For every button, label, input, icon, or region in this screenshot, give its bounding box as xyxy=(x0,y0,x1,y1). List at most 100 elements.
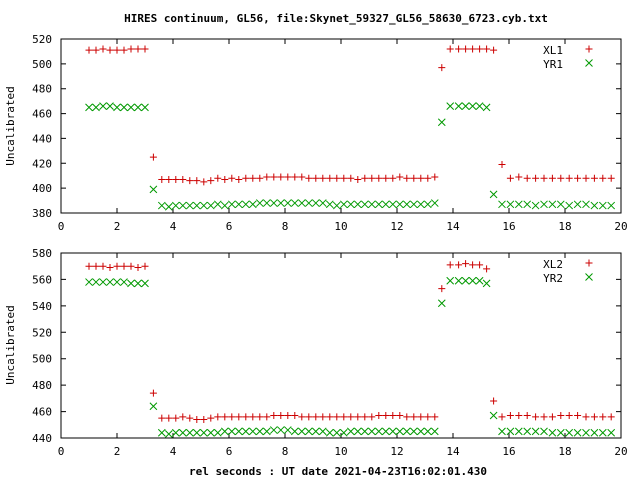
data-point-yr1 xyxy=(164,202,173,211)
data-point-xl2 xyxy=(158,414,166,422)
data-point-yr1 xyxy=(395,200,404,209)
data-point-xl1 xyxy=(92,46,100,54)
data-point-xl1 xyxy=(490,46,498,54)
data-point-yr2 xyxy=(248,427,257,436)
data-point-xl2 xyxy=(523,412,531,420)
data-point-xl2 xyxy=(193,416,201,423)
data-point-xl2 xyxy=(235,413,243,421)
data-point-xl1 xyxy=(165,175,173,183)
data-point-yr1 xyxy=(127,103,135,112)
x-tick-label: 8 xyxy=(282,445,289,458)
data-point-yr1 xyxy=(548,200,557,209)
data-point-yr1 xyxy=(325,200,334,209)
data-point-xl1 xyxy=(242,174,250,182)
data-point-xl2 xyxy=(319,413,327,421)
data-point-xl1 xyxy=(389,174,397,182)
data-point-yr1 xyxy=(85,103,93,112)
data-point-yr1 xyxy=(297,199,306,207)
data-point-yr1 xyxy=(446,102,455,110)
y-tick-label: 480 xyxy=(32,83,52,96)
data-point-xl2 xyxy=(127,262,135,270)
data-point-xl1 xyxy=(340,174,348,182)
data-point-xl1 xyxy=(228,174,236,182)
data-point-yr1 xyxy=(262,199,271,207)
data-point-yr2 xyxy=(582,428,590,437)
legend-marker-yr2 xyxy=(585,273,593,281)
data-point-xl1 xyxy=(333,174,341,182)
data-point-yr1 xyxy=(468,102,477,110)
data-point-xl1 xyxy=(368,174,376,182)
data-point-yr2 xyxy=(590,428,599,437)
data-point-yr1 xyxy=(582,200,590,209)
data-point-yr2 xyxy=(482,279,491,288)
data-point-yr1 xyxy=(416,200,425,209)
data-point-yr1 xyxy=(437,118,446,127)
y-tick-label: 520 xyxy=(32,326,52,339)
data-point-yr2 xyxy=(395,427,404,436)
data-point-yr2 xyxy=(106,278,114,286)
y-tick-label: 440 xyxy=(32,132,52,145)
data-point-xl2 xyxy=(565,412,573,420)
legend-marker-xl2 xyxy=(585,259,593,267)
data-point-xl1 xyxy=(424,174,432,182)
x-tick-label: 12 xyxy=(390,220,403,233)
y-tick-label: 460 xyxy=(32,406,52,419)
data-point-yr2 xyxy=(220,427,229,436)
legend-label-yr2: YR2 xyxy=(543,272,563,285)
axis-ticks: 0 2 4 6 8 10 12 14 16 18 20 440 460 480 500 520 540 560 58… xyxy=(32,247,628,458)
data-point-yr2 xyxy=(127,279,135,288)
data-point-yr2 xyxy=(164,430,173,438)
x-tick-label: 16 xyxy=(502,220,515,233)
data-point-xl1 xyxy=(599,174,607,182)
data-point-xl1 xyxy=(312,174,320,182)
x-tick-label: 18 xyxy=(558,220,571,233)
data-point-xl1 xyxy=(149,153,157,161)
data-point-yr2 xyxy=(409,427,418,436)
data-point-xl2 xyxy=(403,413,411,421)
data-point-xl2 xyxy=(221,413,229,421)
data-point-xl1 xyxy=(469,45,477,53)
data-point-yr1 xyxy=(374,200,383,209)
data-point-yr1 xyxy=(318,199,327,207)
data-point-xl1 xyxy=(417,174,425,182)
x-tick-label: 14 xyxy=(446,220,460,233)
data-point-xl1 xyxy=(506,174,514,182)
data-point-xl2 xyxy=(540,413,548,421)
y-tick-label: 460 xyxy=(32,108,52,121)
x-axis-label: rel seconds : UT date 2021-04-23T16:02:0… xyxy=(189,465,487,478)
data-point-xl2 xyxy=(270,412,278,420)
data-point-yr2 xyxy=(498,427,506,436)
data-point-xl1 xyxy=(431,173,439,181)
y-axis-label: Uncalibrated xyxy=(4,86,17,165)
data-point-yr1 xyxy=(234,200,243,209)
x-tick-label: 8 xyxy=(282,220,289,233)
data-point-xl1 xyxy=(186,177,194,185)
data-point-xl2 xyxy=(599,413,607,421)
data-point-xl1 xyxy=(256,174,264,182)
x-tick-label: 10 xyxy=(334,220,347,233)
data-point-xl1 xyxy=(263,173,271,181)
data-points xyxy=(85,260,616,438)
data-point-yr2 xyxy=(374,427,383,436)
data-point-yr1 xyxy=(99,102,107,110)
data-point-yr2 xyxy=(199,428,208,437)
data-point-yr2 xyxy=(149,402,158,411)
data-point-xl1 xyxy=(141,45,149,53)
data-point-yr2 xyxy=(171,428,180,437)
data-point-xl2 xyxy=(277,412,285,420)
data-point-yr2 xyxy=(540,427,548,436)
data-point-xl2 xyxy=(120,262,128,270)
data-point-yr2 xyxy=(437,299,446,308)
data-point-yr1 xyxy=(248,200,257,209)
data-point-yr2 xyxy=(454,276,463,285)
data-point-xl1 xyxy=(582,174,590,182)
data-point-yr2 xyxy=(276,426,285,434)
data-point-yr1 xyxy=(149,185,158,194)
y-tick-label: 580 xyxy=(32,247,52,260)
data-point-xl2 xyxy=(396,412,404,420)
data-point-xl1 xyxy=(347,174,355,182)
data-point-xl2 xyxy=(134,264,142,272)
data-point-xl1 xyxy=(375,174,383,182)
data-point-yr2 xyxy=(262,427,271,436)
